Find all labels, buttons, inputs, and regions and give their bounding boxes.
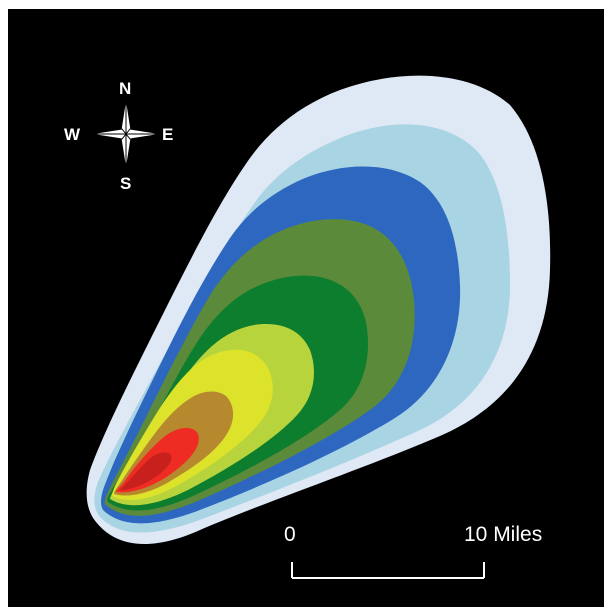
plume-zones: [86, 75, 551, 545]
compass-east-label: E: [162, 125, 174, 144]
north-arrow-compass-icon: [89, 97, 163, 171]
compass-south-label: S: [120, 174, 132, 193]
scale-bar-line: [291, 562, 485, 579]
compass-north-label: N: [119, 79, 132, 98]
scale-end-label: 10 Miles: [464, 523, 543, 546]
compass-west-label: W: [64, 125, 81, 144]
plume-zone-10: [120, 452, 172, 490]
scale-start-label: 0: [284, 523, 296, 546]
